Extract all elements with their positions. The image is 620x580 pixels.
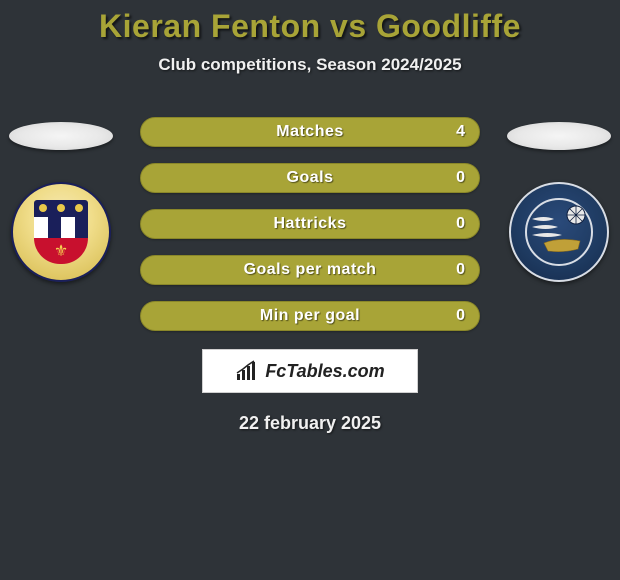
stat-row: Min per goal 0 <box>140 301 480 331</box>
brand-box[interactable]: FcTables.com <box>202 349 418 393</box>
subtitle: Club competitions, Season 2024/2025 <box>0 55 620 75</box>
stat-row: Goals per match 0 <box>140 255 480 285</box>
brand-text: FcTables.com <box>265 361 384 382</box>
stat-value: 4 <box>456 123 465 141</box>
left-club-badge: ⚜ <box>11 182 111 282</box>
stat-value: 0 <box>456 261 465 279</box>
stat-label: Hattricks <box>274 215 347 233</box>
stat-row: Goals 0 <box>140 163 480 193</box>
right-player-col <box>504 122 614 282</box>
date-text: 22 february 2025 <box>0 413 620 434</box>
left-player-col: ⚜ <box>6 122 116 282</box>
right-club-badge <box>509 182 609 282</box>
page-title: Kieran Fenton vs Goodliffe <box>0 8 620 45</box>
stat-value: 0 <box>456 215 465 233</box>
bar-chart-icon <box>235 360 261 382</box>
stat-label: Min per goal <box>260 307 360 325</box>
avatar-placeholder <box>9 122 113 150</box>
avatar-placeholder <box>507 122 611 150</box>
stat-value: 0 <box>456 307 465 325</box>
stat-value: 0 <box>456 169 465 187</box>
stat-label: Goals per match <box>244 261 377 279</box>
shield-icon: ⚜ <box>34 200 88 264</box>
stat-row: Hattricks 0 <box>140 209 480 239</box>
stat-label: Goals <box>287 169 334 187</box>
club-crest-icon <box>524 197 594 267</box>
stat-label: Matches <box>276 123 344 141</box>
stat-row: Matches 4 <box>140 117 480 147</box>
